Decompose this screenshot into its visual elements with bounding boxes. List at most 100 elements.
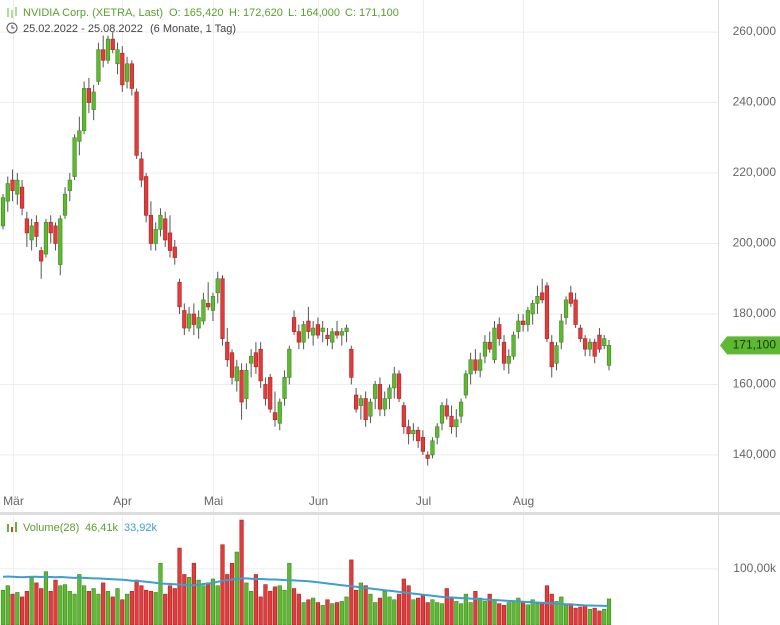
- candle-body: [497, 324, 502, 339]
- candle-body: [82, 88, 87, 132]
- candle-body: [382, 398, 387, 410]
- volume-bar: [34, 582, 39, 625]
- candle-body: [10, 179, 15, 191]
- volume-bar: [82, 585, 87, 625]
- volume-bar: [167, 585, 173, 625]
- volume-bar: [220, 544, 225, 625]
- candle-body: [401, 405, 406, 428]
- candle-body: [158, 215, 163, 230]
- volume-bar: [339, 601, 344, 625]
- candle-body: [239, 370, 244, 403]
- candle-body: [330, 331, 335, 343]
- candle-body: [287, 348, 292, 378]
- candle-body: [43, 222, 49, 255]
- x-tick-label: Mai: [204, 494, 223, 508]
- pane-separator: [0, 512, 780, 515]
- volume-bar: [244, 582, 249, 625]
- volume-bar: [430, 599, 435, 625]
- candle-body: [191, 313, 196, 325]
- volume-bar: [444, 588, 449, 625]
- volume-bar: [129, 591, 134, 625]
- volume-bar: [48, 591, 53, 625]
- volume-bar: [249, 591, 254, 625]
- candle-body: [144, 176, 149, 216]
- candle-body: [182, 310, 187, 329]
- volume-bar: [578, 606, 583, 625]
- candle-body: [153, 229, 158, 244]
- volume-bar: [358, 582, 363, 625]
- y-tick-label: 140,000: [733, 447, 777, 461]
- volume-name: Volume(28): [23, 522, 79, 534]
- volume-bar: [15, 592, 20, 625]
- volume-bar: [315, 602, 321, 625]
- volume-average: 33,92k: [124, 522, 158, 534]
- candle-body: [540, 292, 545, 301]
- volume-bar: [468, 602, 473, 625]
- candle-body: [411, 429, 416, 435]
- volume-bar: [330, 603, 335, 625]
- candle-body: [215, 278, 220, 294]
- candle-body: [105, 38, 111, 61]
- volume-bar: [39, 588, 44, 625]
- volume-bar: [416, 597, 421, 625]
- volume-bar: [182, 574, 187, 625]
- candle-body: [435, 426, 440, 438]
- candle-body: [91, 91, 96, 110]
- volume-bar: [163, 593, 168, 625]
- candle-body: [62, 193, 68, 216]
- candle-body: [406, 426, 411, 435]
- candle-body: [325, 334, 330, 339]
- volume-bar: [382, 591, 387, 625]
- header: NVIDIA Corp. (XETRA, Last) O: 165,420 H:…: [6, 7, 399, 534]
- x-tick-label: Jul: [416, 494, 431, 508]
- candle-body: [458, 401, 464, 417]
- candle-body: [34, 222, 39, 237]
- volume-bar: [396, 593, 402, 625]
- candle-body: [506, 355, 511, 364]
- y-tick-label: 260,000: [733, 24, 777, 38]
- volume-bar: [420, 595, 426, 625]
- volume-bar: [229, 562, 235, 625]
- candle-body: [563, 299, 569, 318]
- volume-bar: [597, 610, 602, 625]
- volume-bar: [291, 588, 297, 625]
- candle-body: [511, 334, 516, 357]
- candle-body: [77, 130, 82, 142]
- candle-body: [0, 197, 6, 227]
- y-tick-label: 220,000: [733, 165, 777, 179]
- candle-body: [234, 366, 239, 382]
- candle-body: [392, 373, 397, 389]
- volume-bar: [606, 598, 612, 625]
- volume-bar: [239, 519, 244, 625]
- candle-body: [282, 377, 287, 399]
- candle-body: [253, 352, 258, 368]
- volume-bar: [563, 605, 569, 625]
- ohlc-open: O: 165,420: [169, 7, 223, 19]
- volume-bar: [301, 602, 306, 625]
- date-range: 25.02.2022 - 25.08.2022: [23, 23, 143, 35]
- volume-bar: [320, 605, 325, 625]
- candle-body: [167, 232, 173, 251]
- volume-bar: [425, 602, 430, 625]
- volume-bar: [354, 589, 359, 625]
- volume-bar: [101, 582, 106, 625]
- candle-body: [134, 91, 139, 156]
- candle-body: [315, 324, 321, 336]
- candle-body: [420, 436, 426, 452]
- candle-body: [444, 405, 449, 417]
- volume-bar: [105, 591, 111, 625]
- x-tick-label: Jun: [309, 494, 328, 508]
- y-tick-label: 240,000: [733, 95, 777, 109]
- volume-bar: [521, 602, 526, 625]
- candle-body: [516, 320, 521, 332]
- volume-bar: [96, 593, 101, 625]
- candle-body: [349, 348, 354, 378]
- candle-body: [249, 355, 254, 364]
- volume-bar: [373, 602, 378, 625]
- candle-body: [101, 49, 106, 61]
- volume-bar: [506, 602, 511, 625]
- volume-bar: [401, 578, 406, 625]
- candle-body: [263, 384, 268, 399]
- candle-body: [268, 377, 273, 410]
